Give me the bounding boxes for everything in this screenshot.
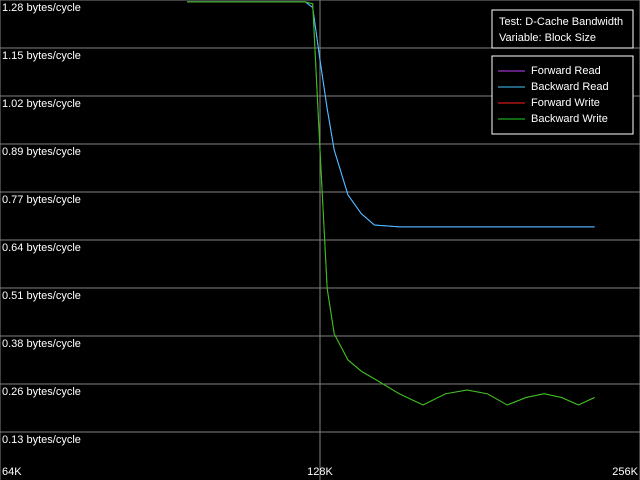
y-tick-label: 1.02 bytes/cycle [2,98,81,110]
y-tick-label: 0.51 bytes/cycle [2,290,81,302]
info-box [491,9,634,49]
annotation: Test: D-Cache Bandwidth [499,16,623,28]
x-tick-label: 64K [2,466,22,478]
y-tick-label: 0.26 bytes/cycle [2,386,81,398]
y-tick-label: 0.89 bytes/cycle [2,146,81,158]
y-tick-label: 0.77 bytes/cycle [2,194,81,206]
legend-box [491,55,634,135]
series-line [187,1,595,406]
legend-label: Forward Read [531,65,601,77]
y-tick-label: 1.15 bytes/cycle [2,50,81,62]
y-tick-label: 0.13 bytes/cycle [2,434,81,446]
y-tick-label: 0.38 bytes/cycle [2,338,81,350]
y-tick-label: 1.28 bytes/cycle [2,2,81,14]
legend-label: Backward Read [531,81,609,93]
legend-label: Forward Write [531,97,600,109]
x-tick-label: 256K [612,466,638,478]
y-tick-label: 0.64 bytes/cycle [2,242,81,254]
annotation: Variable: Block Size [499,32,596,44]
x-tick-label: 128K [307,466,333,478]
legend-label: Backward Write [531,113,608,125]
